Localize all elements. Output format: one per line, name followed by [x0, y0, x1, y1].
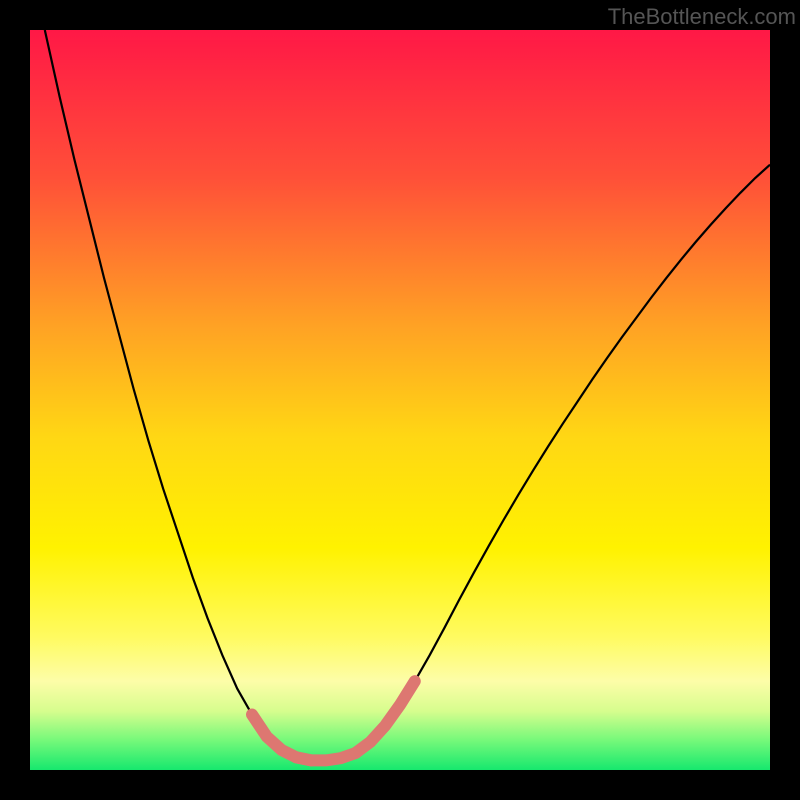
watermark: TheBottleneck.com: [608, 4, 796, 29]
plot-gradient-background: [30, 30, 770, 770]
chart-svg: TheBottleneck.com: [0, 0, 800, 800]
bottleneck-chart: TheBottleneck.com: [0, 0, 800, 800]
